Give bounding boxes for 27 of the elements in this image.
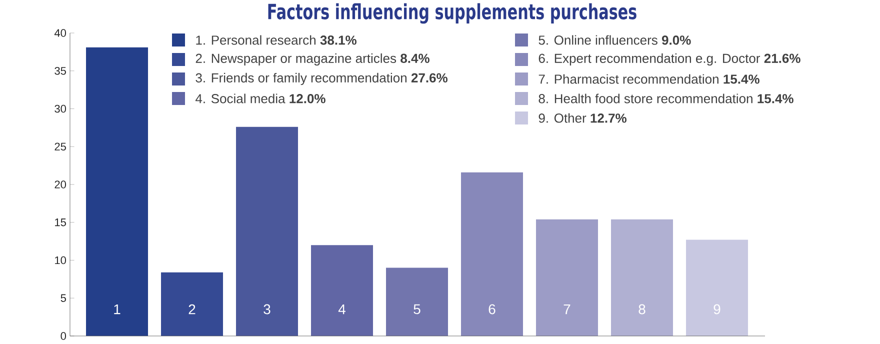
x-tick-label: 8 (638, 304, 646, 314)
x-tick-label: 1 (114, 304, 120, 314)
chart-title: Factors influencing supplements purchases (268, 3, 636, 24)
legend-label: 6. Expert recommendation e.g. Doctor 21.6% (538, 53, 800, 66)
y-tick-label: 0 (60, 332, 66, 340)
y-tick-label: 30 (54, 104, 66, 113)
legend-label: 1. Personal research 38.1% (196, 35, 356, 45)
y-tick-label: 25 (54, 142, 66, 151)
y-tick-label: 20 (54, 180, 66, 188)
x-tick-label: 5 (414, 304, 420, 314)
y-tick-label: 15 (55, 218, 66, 226)
x-tick-label: 7 (564, 304, 570, 314)
legend-label: 4. Social media 12.0% (196, 94, 326, 104)
x-tick-label: 4 (338, 304, 346, 314)
legend-label: 5. Online influencers 9.0% (538, 35, 691, 45)
x-tick-label: 3 (264, 304, 270, 314)
y-tick-label: 35 (54, 66, 66, 75)
legend-label: 9. Other 12.7% (538, 113, 626, 123)
legend-label: 8. Health food store recommendation 15.4% (538, 94, 794, 104)
y-tick-label: 10 (55, 256, 66, 264)
x-tick-label: 6 (488, 304, 496, 314)
legend-label: 3. Friends or family recommendation 27.6% (196, 72, 448, 86)
x-tick-label: 2 (188, 304, 196, 314)
y-tick-label: 5 (60, 294, 66, 302)
legend-label: 2. Newspaper or magazine articles 8.4% (196, 53, 430, 66)
legend-label: 7. Pharmacist recommendation 15.4% (538, 74, 760, 84)
y-tick-label: 40 (54, 29, 66, 37)
